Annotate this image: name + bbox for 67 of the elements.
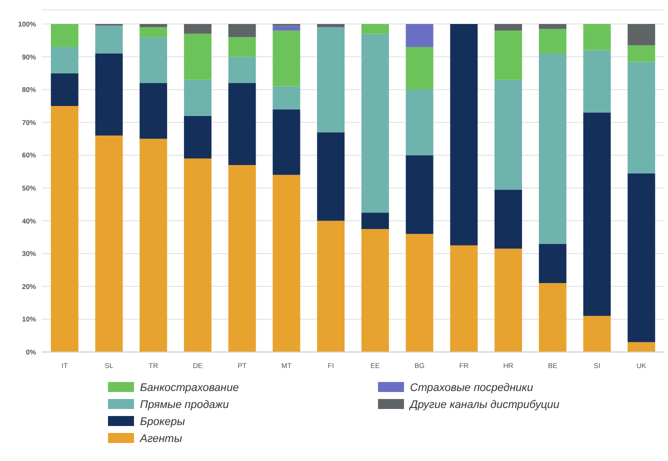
- bar: [494, 24, 522, 31]
- bar: [228, 56, 256, 84]
- legend-label: Страховые посредники: [410, 382, 534, 394]
- bar: [361, 229, 389, 352]
- bar: [538, 54, 566, 244]
- bar: [50, 106, 78, 352]
- bar: [228, 165, 256, 352]
- bar: [317, 220, 345, 352]
- bar: [583, 316, 611, 352]
- bar: [184, 158, 212, 352]
- bar: [272, 30, 300, 86]
- legend-label: Банкострахование: [140, 382, 239, 394]
- bar: [184, 34, 212, 80]
- bar: [228, 83, 256, 166]
- bar: [583, 50, 611, 113]
- bar: [361, 24, 389, 34]
- bar: [184, 116, 212, 158]
- bar: [406, 155, 434, 234]
- legend-label: Агенты: [139, 433, 182, 445]
- bar: [361, 34, 389, 213]
- bar: [628, 62, 656, 174]
- legend-label: Прямые продажи: [140, 399, 229, 411]
- bar: [95, 136, 123, 352]
- bar: [538, 24, 566, 29]
- bar: [494, 248, 522, 352]
- bar: [50, 46, 78, 74]
- bar: [228, 37, 256, 57]
- bar: [450, 24, 478, 246]
- bar: [538, 28, 566, 54]
- bar: [272, 174, 300, 352]
- bar: [406, 90, 434, 156]
- bar: [272, 86, 300, 110]
- bar: [272, 26, 300, 31]
- bar: [140, 37, 168, 84]
- bar: [494, 30, 522, 80]
- bar: [184, 24, 212, 34]
- bar: [50, 24, 78, 47]
- bar: [628, 45, 656, 62]
- bar: [406, 24, 434, 47]
- bar: [583, 24, 611, 50]
- bar: [140, 27, 168, 38]
- bar: [140, 83, 168, 139]
- bar: [628, 173, 656, 342]
- bar: [450, 245, 478, 352]
- bar: [140, 24, 168, 28]
- bar: [317, 24, 345, 28]
- bar: [272, 109, 300, 175]
- bar: [50, 73, 78, 106]
- bar: [538, 244, 566, 284]
- bar: [538, 283, 566, 352]
- bar: [494, 190, 522, 249]
- bar: [317, 27, 345, 132]
- bar: [95, 54, 123, 136]
- bar: [95, 26, 123, 54]
- bar: [228, 24, 256, 38]
- bar: [494, 80, 522, 190]
- bar: [140, 138, 168, 352]
- bar: [583, 112, 611, 316]
- bar: [184, 80, 212, 116]
- bar: [361, 212, 389, 229]
- legend-label: Другие каналы дистрибуции: [408, 399, 560, 411]
- bar: [406, 234, 434, 352]
- bar: [317, 132, 345, 221]
- bar: [628, 342, 656, 352]
- bar: [406, 46, 434, 90]
- bar: [628, 24, 656, 46]
- legend-label: Брокеры: [140, 416, 185, 428]
